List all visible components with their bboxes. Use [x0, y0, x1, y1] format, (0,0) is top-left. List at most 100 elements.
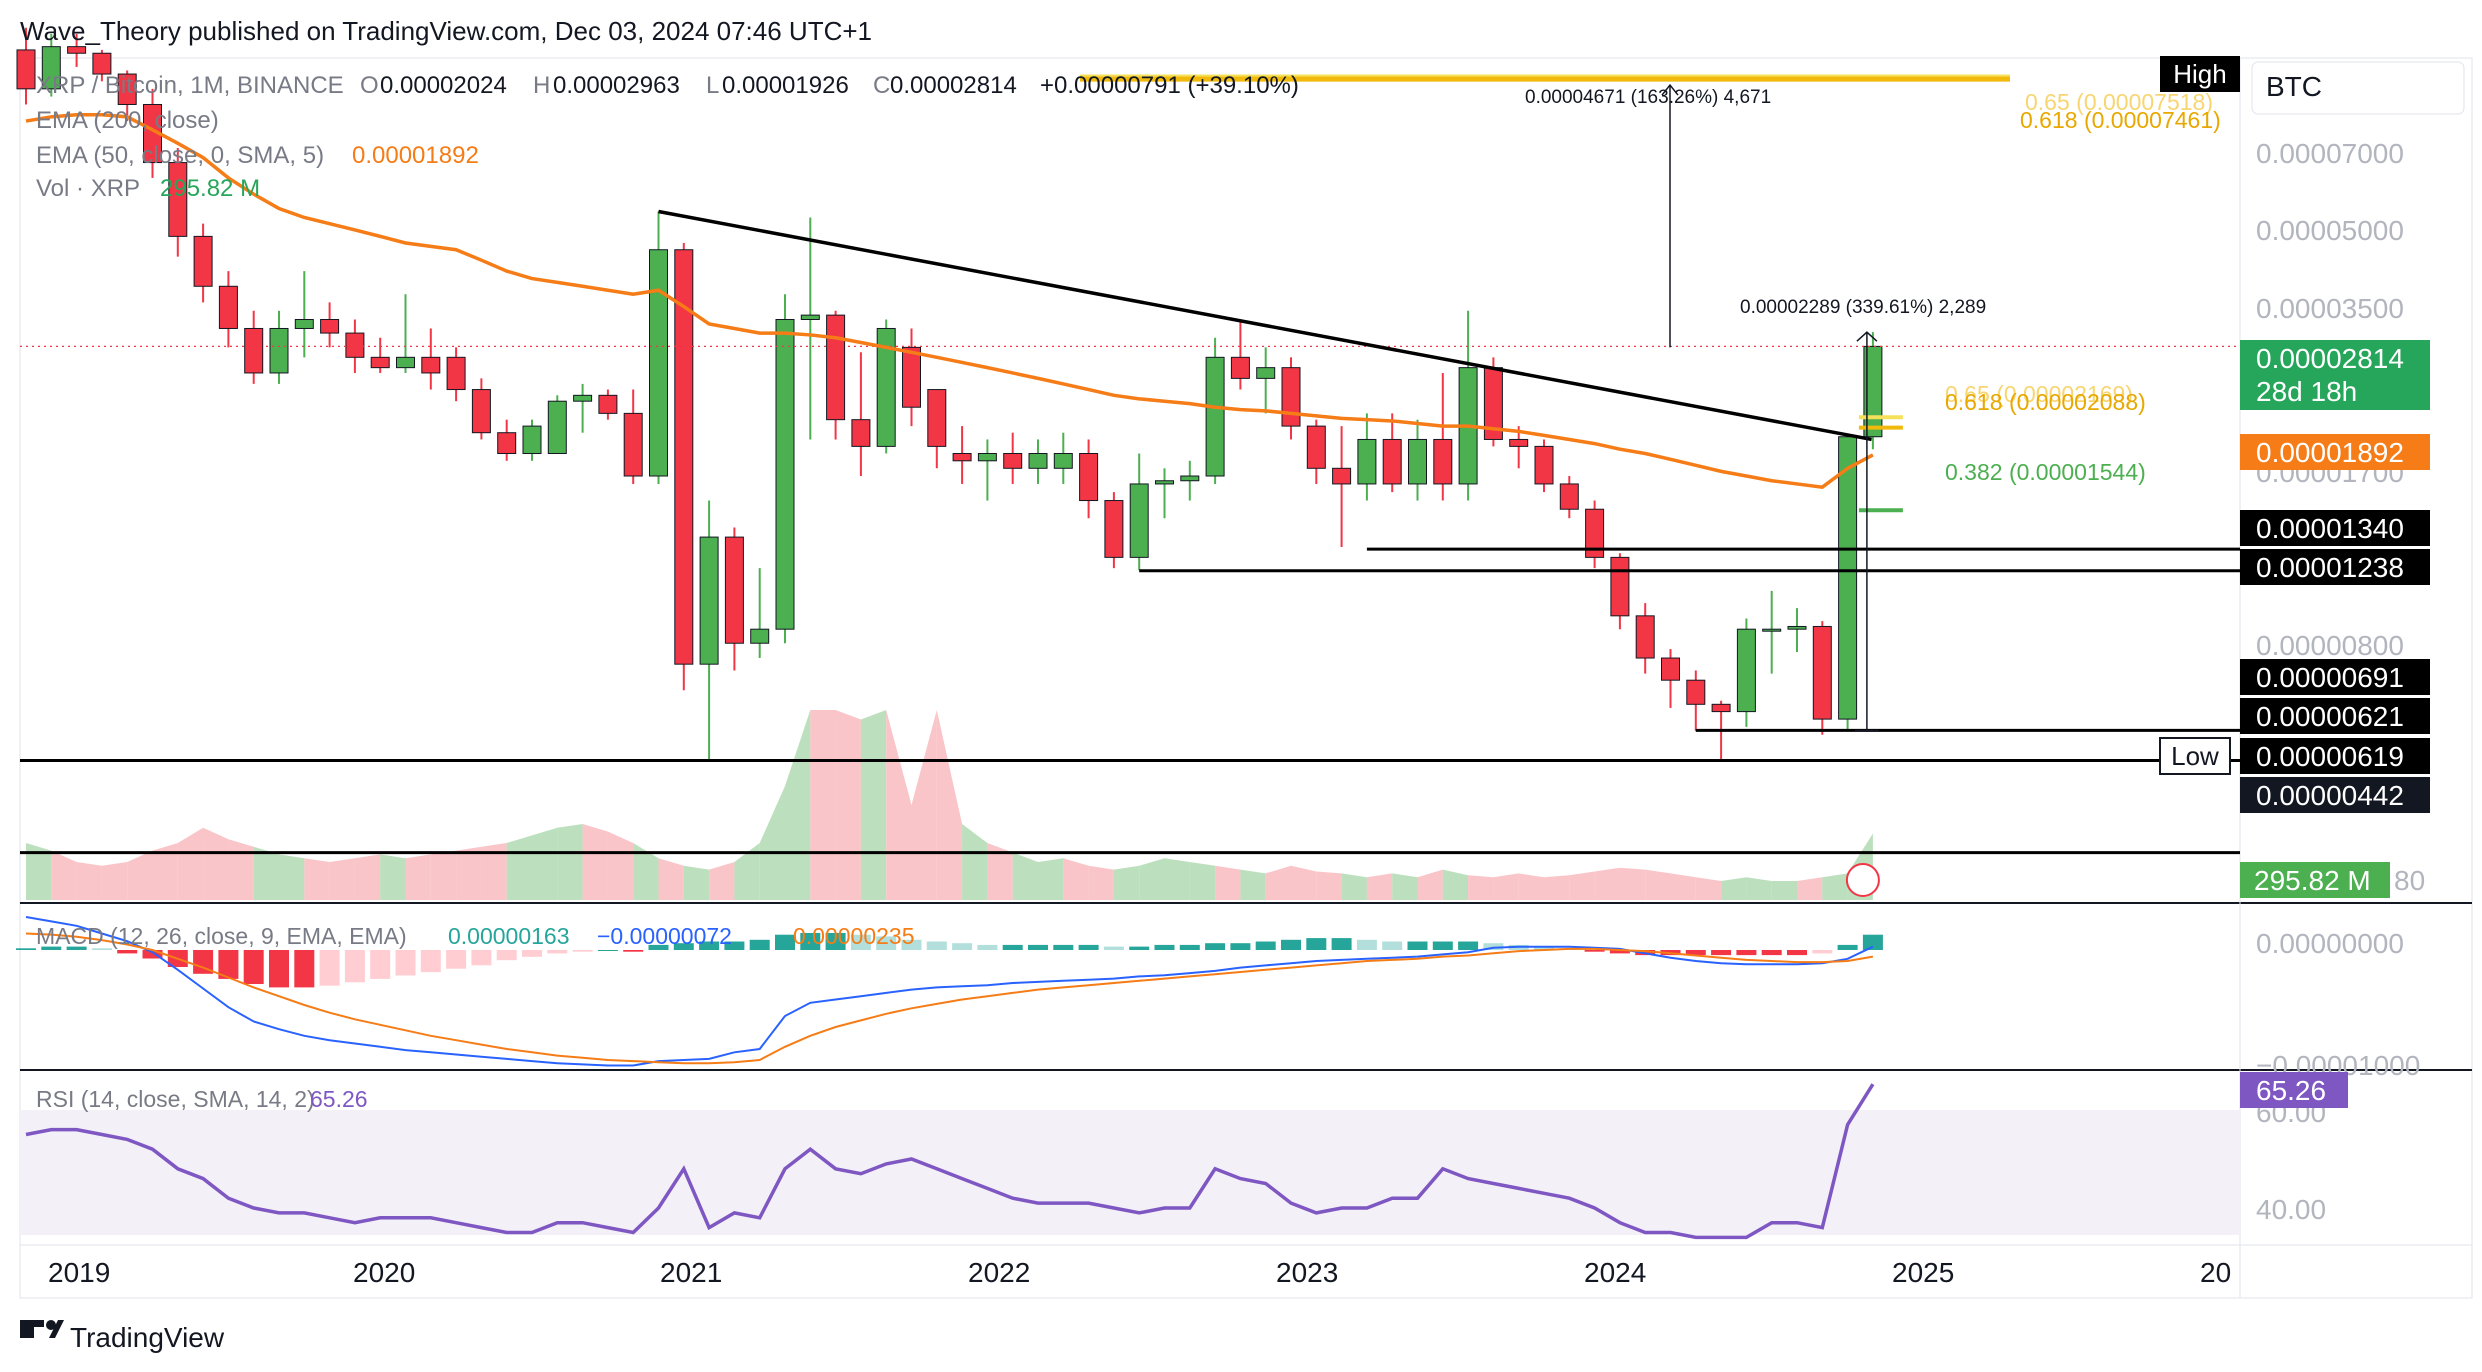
macd-pane [16, 916, 1883, 1067]
rsi-pane [25, 1083, 1875, 1240]
volume-segment [1468, 875, 1494, 900]
candle-body [168, 162, 188, 237]
tradingview-logo[interactable]: TradingView [20, 1320, 225, 1353]
volume-segment [860, 710, 887, 900]
time-tick: 2025 [1892, 1257, 1954, 1288]
volume-segment [76, 862, 102, 900]
time-tick: 2024 [1584, 1257, 1646, 1288]
time-axis: 2019 2020 2021 2022 2023 2024 2025 20 [48, 1257, 2231, 1288]
macd-histogram-bar [1711, 950, 1732, 956]
volume-segment [962, 824, 988, 900]
chart-frame [19, 57, 2473, 1299]
price-ticks: 0.00007000 0.00005000 0.00003500 0.00001… [2256, 138, 2404, 661]
macd-histogram-bar [446, 950, 467, 969]
volume-segment [759, 786, 785, 900]
candle-body [952, 453, 972, 462]
volume-segment [152, 843, 178, 900]
candle-body [1585, 508, 1605, 558]
currency-box[interactable] [2251, 61, 2465, 115]
legend-vol[interactable]: Vol · XRP [36, 175, 140, 202]
macd-histogram-bar [1382, 941, 1403, 950]
high-tag: High [2173, 59, 2226, 89]
legend-close: 0.00002814 [890, 72, 1017, 99]
volume-segment [1619, 867, 1646, 900]
macd-histogram-bar [1356, 939, 1377, 950]
descending-trendline [658, 209, 1872, 442]
low-tag-box [2159, 737, 2231, 775]
legend-ema50-value: 0.00001892 [352, 142, 479, 169]
volume-segment [203, 827, 229, 900]
volume-segment [51, 850, 77, 900]
countdown-label: 28d 18h [2256, 376, 2357, 407]
candle-body [218, 285, 238, 329]
volume-segment [1721, 877, 1747, 900]
macd-histogram-bar [395, 950, 416, 976]
macd-histogram-bar [623, 950, 644, 952]
level-label: 0.00000691 [2256, 662, 2404, 693]
measure-arrow-head [1661, 83, 1679, 96]
volume-segment [1645, 869, 1671, 900]
volume-segment [1189, 862, 1216, 900]
volume-segment [1569, 871, 1595, 900]
volume-segment [304, 858, 330, 900]
candle-body [1053, 453, 1073, 469]
rsi-title[interactable]: RSI (14, close, SMA, 14, 2) [36, 1086, 315, 1112]
level-box [2240, 510, 2430, 546]
volume-segment [354, 854, 381, 900]
candle-body [92, 52, 112, 75]
legend-symbol[interactable]: XRP / Bitcoin, 1M, BINANCE [36, 72, 344, 99]
candle-body [1711, 703, 1731, 713]
macd-histogram-bar [1078, 944, 1099, 950]
candle-body [1661, 657, 1680, 681]
volume-segment [1291, 865, 1317, 900]
rsi-legend-value: 65.26 [310, 1086, 368, 1112]
price-tick: 0.00007000 [2256, 138, 2404, 169]
volume-segment [1695, 877, 1722, 900]
macd-histogram-bar [1407, 941, 1428, 950]
candle-body [876, 327, 896, 447]
volume-segment [380, 854, 406, 900]
legend-ema200[interactable]: EMA (200, close) [36, 107, 219, 134]
volume-segment [506, 835, 532, 900]
candle-body [67, 46, 87, 54]
candle-body [421, 356, 441, 374]
candle-body [1509, 438, 1529, 447]
candle-body [1787, 625, 1807, 630]
macd-histogram-bar [673, 943, 694, 950]
macd-histogram-bar [1685, 950, 1706, 956]
candle-body [800, 314, 820, 320]
volume-segment [835, 710, 861, 900]
fib-382: 0.382 (0.00001544) [1945, 459, 2146, 485]
high-tag-box [2160, 56, 2240, 92]
volume-segment [1265, 865, 1291, 900]
macd-histogram-bar [648, 944, 669, 950]
volume-price-box [2240, 862, 2390, 898]
volume-segment [1240, 869, 1266, 900]
volume-segment [557, 824, 583, 900]
volume-segment [1594, 867, 1620, 900]
volume-segment [1316, 871, 1342, 900]
legend: XRP / Bitcoin, 1M, BINANCE O 0.00002024 … [36, 72, 1299, 202]
macd-histogram-bar [1609, 950, 1630, 954]
candle-body [750, 628, 770, 644]
legend-ema50[interactable]: EMA (50, close, 0, SMA, 5) [36, 142, 324, 169]
volume-segment [1746, 877, 1772, 900]
time-tick: 2020 [353, 1257, 415, 1288]
candle-body [1534, 445, 1554, 485]
candle-body [471, 389, 491, 434]
macd-histogram-bar [547, 950, 568, 954]
macd-histogram-bar [1761, 950, 1782, 956]
candle-body [927, 389, 947, 447]
macd-histogram-bar [471, 950, 492, 966]
macd-histogram-bar [1179, 944, 1200, 950]
volume-segment [430, 850, 457, 900]
level-box [2240, 659, 2430, 695]
price-labels: 0.00002814 28d 18h 0.00001892 0.00001340… [2159, 340, 2430, 898]
volume-tick: 80 [2394, 865, 2425, 896]
macd-histogram-bar [1129, 946, 1150, 950]
macd-title[interactable]: MACD (12, 26, close, 9, EMA, EMA) [36, 923, 407, 949]
candle-body [547, 400, 567, 455]
macd-histogram-bar [1028, 944, 1048, 950]
macd-value-3: 0.00000235 [793, 923, 915, 949]
macd-histogram-bar [952, 943, 973, 950]
